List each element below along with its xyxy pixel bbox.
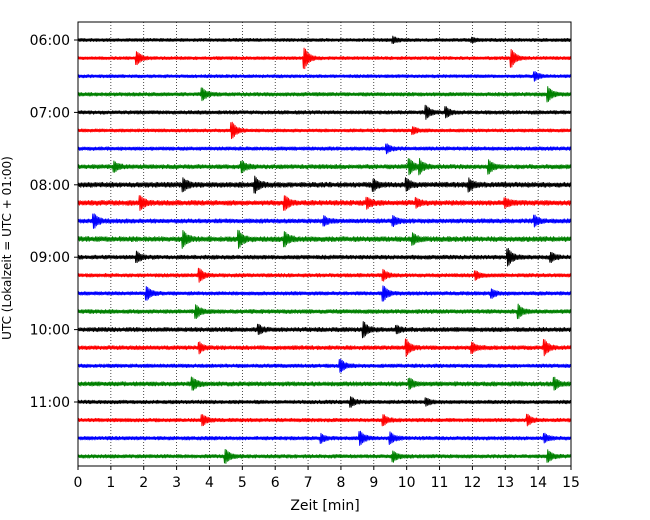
trace-layer <box>77 35 572 464</box>
x-tick-label: 5 <box>238 475 247 491</box>
x-tick-label: 8 <box>336 475 345 491</box>
y-axis-label: UTC (Lokalzeit = UTC + 01:00) <box>0 156 14 340</box>
x-tick-label: 13 <box>496 475 514 491</box>
x-tick-label: 15 <box>562 475 580 491</box>
x-tick-label: 14 <box>529 475 547 491</box>
y-tick-label: 08:00 <box>30 178 70 194</box>
x-tick-label: 6 <box>271 475 280 491</box>
y-tick-label: 10:00 <box>30 323 70 339</box>
x-tick-label: 2 <box>139 475 148 491</box>
y-tick-label: 11:00 <box>30 395 70 411</box>
x-tick-label: 4 <box>205 475 214 491</box>
x-tick-label: 7 <box>304 475 313 491</box>
y-tick-label: 07:00 <box>30 105 70 121</box>
x-axis: 0 1 2 3 4 5 6 7 8 9 10 11 12 13 14 15 <box>74 466 580 491</box>
plot-frame <box>77 21 572 467</box>
x-tick-label: 3 <box>172 475 181 491</box>
x-tick-label: 11 <box>431 475 449 491</box>
x-tick-label: 10 <box>398 475 416 491</box>
x-tick-label: 9 <box>369 475 378 491</box>
x-tick-label: 0 <box>74 475 83 491</box>
vertical-grid <box>110 22 539 466</box>
x-tick-label: 12 <box>463 475 481 491</box>
y-tick-label: 09:00 <box>30 250 70 266</box>
y-axis: 06:00 07:00 08:00 09:00 10:00 11:00 <box>30 33 78 411</box>
x-axis-label: Zeit [min] <box>290 498 359 514</box>
y-tick-label: 06:00 <box>30 33 70 49</box>
x-tick-label: 1 <box>106 475 115 491</box>
